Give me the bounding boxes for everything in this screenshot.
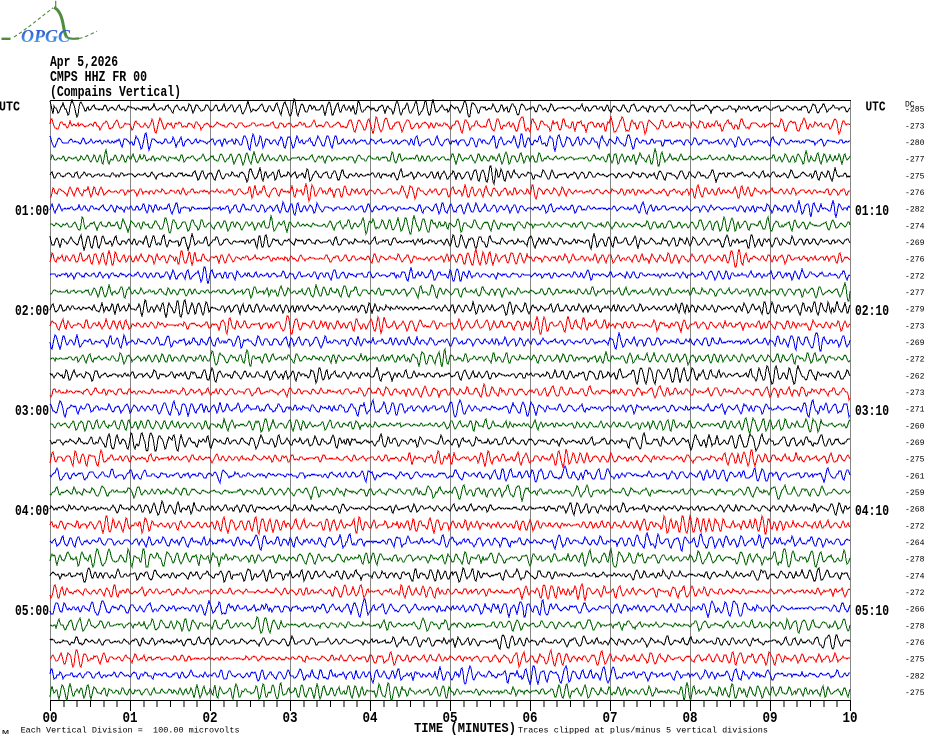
svg-text:09: 09 bbox=[763, 711, 778, 727]
svg-text:-273: -273 bbox=[905, 388, 925, 398]
svg-text:-269: -269 bbox=[905, 338, 925, 348]
svg-text:-282: -282 bbox=[905, 205, 925, 215]
svg-text:-285: -285 bbox=[905, 105, 925, 115]
svg-text:03:00: 03:00 bbox=[15, 404, 49, 420]
svg-text:-280: -280 bbox=[905, 138, 925, 148]
svg-text:00: 00 bbox=[43, 711, 58, 727]
svg-text:-276: -276 bbox=[905, 188, 925, 198]
svg-text:03:10: 03:10 bbox=[855, 404, 889, 420]
svg-text:UTC: UTC bbox=[0, 100, 20, 116]
svg-text:-266: -266 bbox=[905, 605, 925, 615]
svg-text:-269: -269 bbox=[905, 438, 925, 448]
svg-text:OPGC: OPGC bbox=[21, 26, 70, 46]
svg-text:-260: -260 bbox=[905, 421, 925, 431]
svg-text:-273: -273 bbox=[905, 121, 925, 131]
svg-text:-273: -273 bbox=[905, 321, 925, 331]
svg-text:-278: -278 bbox=[905, 555, 925, 565]
svg-text:-274: -274 bbox=[905, 571, 925, 581]
svg-text:01:00: 01:00 bbox=[15, 204, 49, 220]
svg-text:-282: -282 bbox=[905, 671, 925, 681]
svg-text:02: 02 bbox=[203, 711, 218, 727]
svg-text:-271: -271 bbox=[905, 405, 925, 415]
svg-text:03: 03 bbox=[283, 711, 298, 727]
svg-text:-275: -275 bbox=[905, 455, 925, 465]
svg-text:-259: -259 bbox=[905, 488, 925, 498]
svg-text:-268: -268 bbox=[905, 505, 925, 515]
svg-text:04:10: 04:10 bbox=[855, 504, 889, 520]
svg-text:05: 05 bbox=[443, 711, 458, 727]
svg-text:-261: -261 bbox=[905, 471, 925, 481]
svg-text:04:00: 04:00 bbox=[15, 504, 49, 520]
svg-text:08: 08 bbox=[683, 711, 698, 727]
svg-text:-272: -272 bbox=[905, 521, 925, 531]
svg-text:Each Vertical Division = 100.: Each Vertical Division = 100.00 microvol… bbox=[21, 726, 240, 736]
svg-text:-274: -274 bbox=[905, 221, 925, 231]
svg-text:-279: -279 bbox=[905, 305, 925, 315]
svg-text:05:00: 05:00 bbox=[15, 604, 49, 620]
svg-text:07: 07 bbox=[603, 711, 618, 727]
svg-text:(Compains Vertical): (Compains Vertical) bbox=[50, 85, 181, 101]
svg-text:CMPS HHZ FR 00: CMPS HHZ FR 00 bbox=[50, 70, 147, 86]
svg-text:-272: -272 bbox=[905, 355, 925, 365]
svg-text:-275: -275 bbox=[905, 171, 925, 181]
svg-text:-269: -269 bbox=[905, 238, 925, 248]
svg-text:-276: -276 bbox=[905, 255, 925, 265]
svg-text:-262: -262 bbox=[905, 371, 925, 381]
svg-text:02:10: 02:10 bbox=[855, 304, 889, 320]
svg-text:Traces clipped at plus/minus 5: Traces clipped at plus/minus 5 vertical … bbox=[518, 726, 768, 736]
svg-text:-264: -264 bbox=[905, 538, 925, 548]
svg-text:10: 10 bbox=[843, 711, 858, 727]
svg-text:DC: DC bbox=[905, 99, 915, 109]
svg-text:-272: -272 bbox=[905, 588, 925, 598]
svg-text:-272: -272 bbox=[905, 271, 925, 281]
svg-text:-277: -277 bbox=[905, 288, 925, 298]
svg-text:TIME (MINUTES): TIME (MINUTES) bbox=[414, 721, 516, 737]
svg-text:-278: -278 bbox=[905, 621, 925, 631]
svg-text:04: 04 bbox=[363, 711, 378, 727]
svg-text:05:10: 05:10 bbox=[855, 604, 889, 620]
svg-text:06: 06 bbox=[523, 711, 538, 727]
svg-text:-277: -277 bbox=[905, 155, 925, 165]
svg-text:-275: -275 bbox=[905, 655, 925, 665]
svg-text:Apr 5,2026: Apr 5,2026 bbox=[50, 55, 118, 71]
svg-text:02:00: 02:00 bbox=[15, 304, 49, 320]
svg-text:-276: -276 bbox=[905, 638, 925, 648]
svg-text:-275: -275 bbox=[905, 688, 925, 698]
svg-text:м: м bbox=[2, 729, 9, 737]
svg-text:01: 01 bbox=[123, 711, 138, 727]
svg-text:UTC: UTC bbox=[866, 100, 886, 116]
svg-text:01:10: 01:10 bbox=[855, 204, 889, 220]
